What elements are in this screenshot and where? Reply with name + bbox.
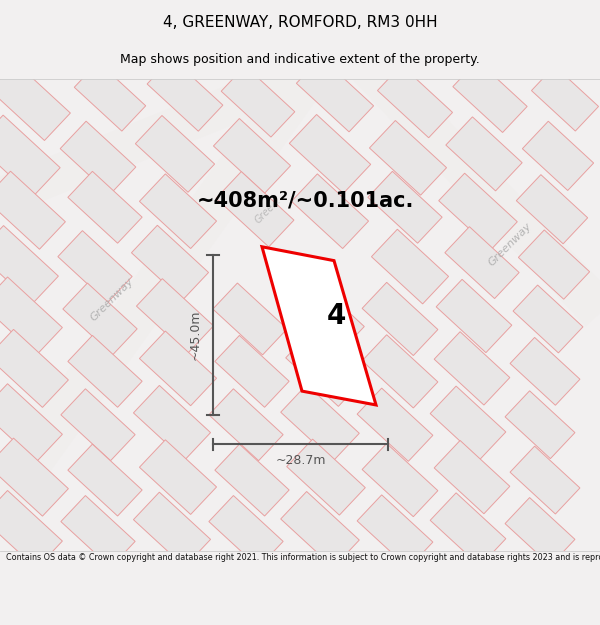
Polygon shape [510,338,580,405]
Polygon shape [0,329,68,408]
Polygon shape [286,278,364,354]
Text: ~28.7m: ~28.7m [275,454,326,467]
Text: 4, GREENWAY, ROMFORD, RM3 0HH: 4, GREENWAY, ROMFORD, RM3 0HH [163,14,437,29]
Text: Contains OS data © Crown copyright and database right 2021. This information is : Contains OS data © Crown copyright and d… [6,552,600,562]
Polygon shape [60,121,136,194]
Polygon shape [215,444,289,516]
Polygon shape [286,331,364,406]
Polygon shape [439,173,517,249]
Polygon shape [523,121,593,191]
Polygon shape [0,438,68,516]
Polygon shape [215,336,289,408]
Polygon shape [74,62,146,131]
Polygon shape [68,336,142,408]
Polygon shape [377,65,452,138]
Polygon shape [147,58,223,131]
Polygon shape [136,116,215,192]
Polygon shape [453,61,527,132]
Polygon shape [513,285,583,353]
Polygon shape [296,58,374,132]
Polygon shape [213,283,287,355]
Polygon shape [436,279,512,352]
Text: Greenway: Greenway [88,276,136,322]
Polygon shape [430,493,506,566]
Polygon shape [0,226,58,304]
Polygon shape [510,446,580,514]
Polygon shape [505,498,575,566]
Polygon shape [216,172,294,247]
Polygon shape [289,114,371,193]
Polygon shape [136,279,214,353]
Polygon shape [58,231,132,302]
Polygon shape [362,282,438,356]
Polygon shape [434,441,510,514]
Polygon shape [362,335,438,408]
Polygon shape [262,247,376,405]
Polygon shape [357,388,433,461]
Polygon shape [532,66,599,131]
Polygon shape [133,492,211,567]
Polygon shape [0,62,70,141]
Polygon shape [209,496,283,568]
Polygon shape [518,230,590,299]
Polygon shape [68,171,142,243]
Text: 4: 4 [327,302,346,330]
Polygon shape [434,332,510,405]
Polygon shape [281,491,359,568]
Text: ~408m²/~0.101ac.: ~408m²/~0.101ac. [196,191,413,211]
Polygon shape [517,174,587,244]
Polygon shape [505,391,575,459]
Text: Greenway: Greenway [487,221,533,268]
Text: Gree...: Gree... [253,195,283,226]
Text: Map shows position and indicative extent of the property.: Map shows position and indicative extent… [120,52,480,66]
Polygon shape [61,389,135,461]
Polygon shape [131,225,209,300]
Text: ~45.0m: ~45.0m [188,309,202,360]
Polygon shape [368,171,442,243]
Polygon shape [139,331,217,406]
Polygon shape [357,495,433,568]
Polygon shape [371,229,449,304]
Polygon shape [292,174,368,249]
Polygon shape [362,444,438,517]
Polygon shape [445,227,519,299]
Polygon shape [209,389,283,461]
Polygon shape [0,277,62,355]
Polygon shape [139,174,217,249]
Polygon shape [133,386,211,460]
Polygon shape [0,491,62,569]
Polygon shape [287,439,365,515]
Polygon shape [0,384,62,462]
Polygon shape [370,121,446,195]
Polygon shape [139,440,217,514]
Polygon shape [0,115,60,197]
Polygon shape [221,66,295,137]
Polygon shape [446,117,522,191]
Polygon shape [63,283,137,355]
Polygon shape [0,171,65,249]
Polygon shape [68,444,142,516]
Polygon shape [430,386,506,459]
Polygon shape [214,119,290,193]
Polygon shape [281,385,359,461]
Polygon shape [61,496,135,568]
